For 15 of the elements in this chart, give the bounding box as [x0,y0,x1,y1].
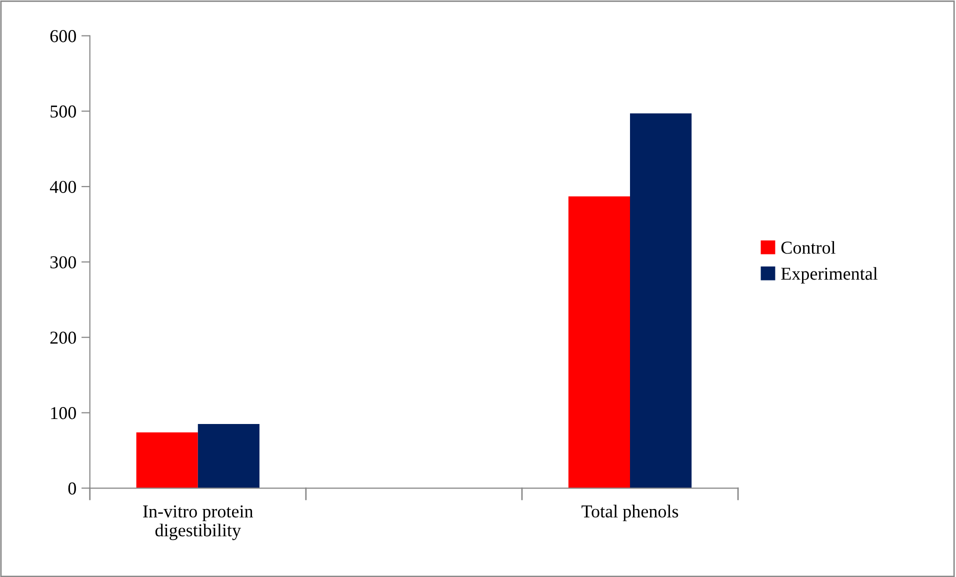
y-tick-label: 400 [50,180,76,194]
y-tick-label: 200 [50,332,76,344]
y-tick-label: 600 [50,30,76,42]
x-tick-label: In-vitro protein digestibility [143,505,254,540]
legend-label: Control [781,241,836,254]
y-tick-label: 500 [50,105,76,118]
x-tick-label: Total phenols [582,504,678,522]
bar [630,113,692,488]
bar [136,432,198,488]
legend-label: Experimental [781,267,878,284]
bar [198,424,260,488]
y-tick-label: 100 [51,407,76,420]
bar [568,196,630,488]
y-tick-label: 0 [68,482,76,495]
y-tick-label: 300 [50,256,76,268]
